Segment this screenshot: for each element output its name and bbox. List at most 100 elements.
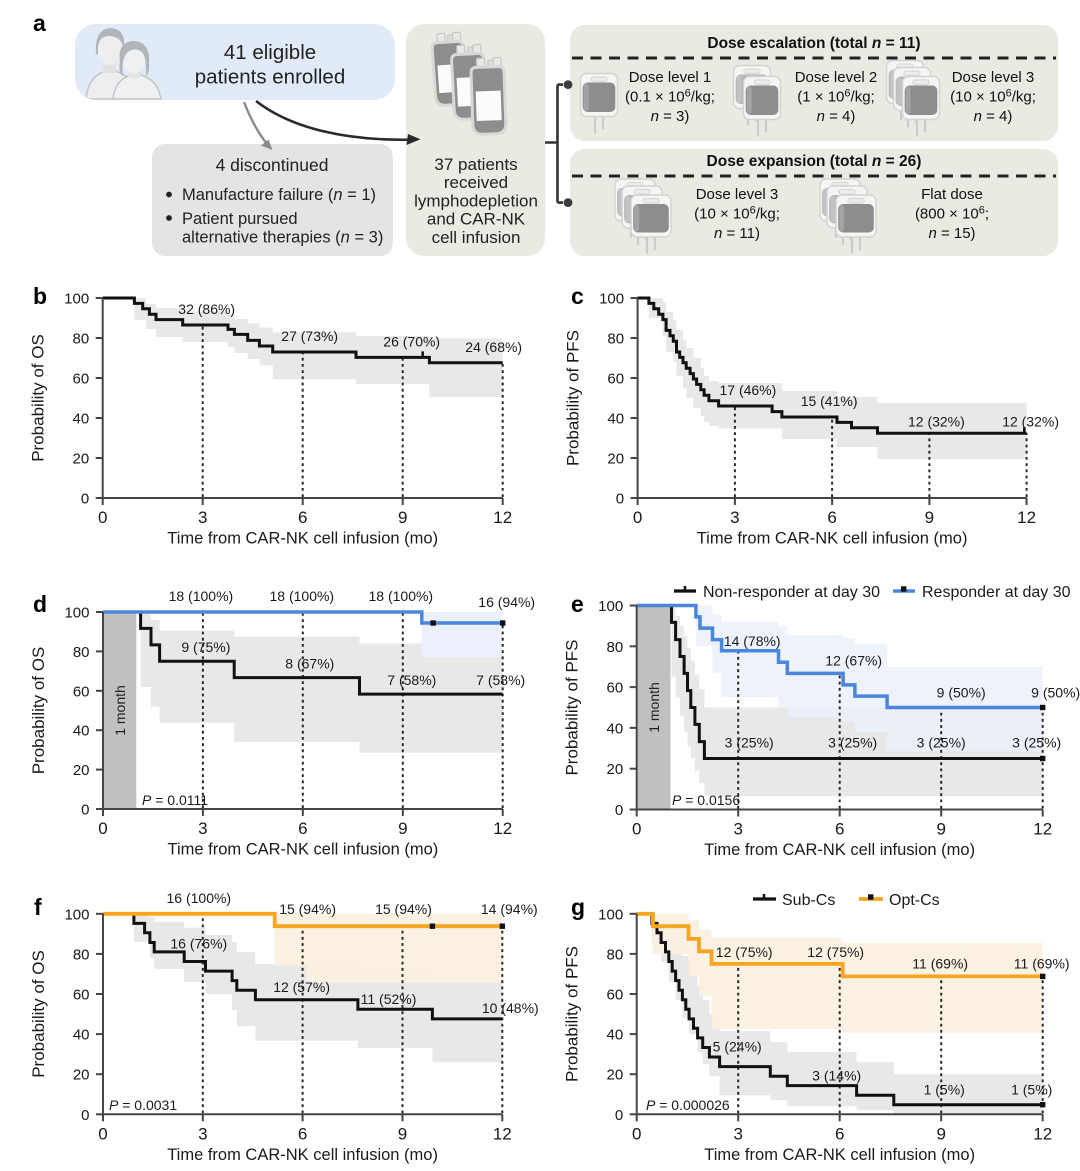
svg-text:60: 60 <box>73 371 90 388</box>
svg-text:11 (69%): 11 (69%) <box>912 955 968 971</box>
svg-text:4 discontinued: 4 discontinued <box>216 155 329 175</box>
svg-text:60: 60 <box>73 683 90 700</box>
svg-text:0: 0 <box>98 1124 107 1143</box>
svg-text:Flat dose: Flat dose <box>921 186 983 203</box>
svg-text:(1 × 106/kg;: (1 × 106/kg; <box>797 88 874 106</box>
svg-text:patients enrolled: patients enrolled <box>195 66 345 89</box>
svg-text:10 (48%): 10 (48%) <box>482 1000 539 1016</box>
svg-text:26 (70%): 26 (70%) <box>383 333 440 349</box>
svg-text:15 (94%): 15 (94%) <box>279 901 336 917</box>
svg-text:g: g <box>571 894 585 920</box>
svg-text:32 (86%): 32 (86%) <box>178 301 235 317</box>
svg-text:20: 20 <box>73 762 90 779</box>
svg-text:11 (52%): 11 (52%) <box>361 991 417 1007</box>
svg-text:15 (41%): 15 (41%) <box>801 393 858 409</box>
svg-text:12: 12 <box>1033 1124 1052 1143</box>
svg-text:12 (57%): 12 (57%) <box>273 979 330 995</box>
svg-text:6: 6 <box>298 508 307 527</box>
svg-text:15 (94%): 15 (94%) <box>375 901 432 917</box>
svg-text:16 (76%): 16 (76%) <box>170 936 227 952</box>
svg-text:Dose level 3: Dose level 3 <box>696 186 779 203</box>
svg-text:9: 9 <box>398 508 407 527</box>
svg-text:80: 80 <box>607 946 624 963</box>
svg-text:40: 40 <box>607 720 624 737</box>
svg-text:lymphodepletion: lymphodepletion <box>414 191 538 210</box>
svg-text:Dose level 2: Dose level 2 <box>795 69 878 86</box>
svg-text:3 (25%): 3 (25%) <box>828 735 877 751</box>
svg-text:40: 40 <box>73 411 90 428</box>
svg-text:Probability of OS: Probability of OS <box>29 950 48 1078</box>
svg-text:Time from CAR-NK cell infusion: Time from CAR-NK cell infusion (mo) <box>167 530 438 548</box>
svg-text:3: 3 <box>730 508 739 527</box>
svg-text:80: 80 <box>73 644 90 661</box>
svg-text:7 (58%): 7 (58%) <box>387 672 436 688</box>
svg-text:5 (24%): 5 (24%) <box>713 1039 762 1055</box>
svg-text:3: 3 <box>198 508 207 527</box>
svg-text:n = 4): n = 4) <box>817 108 856 125</box>
svg-text:Manufacture failure (n = 1): Manufacture failure (n = 1) <box>182 186 376 204</box>
svg-text:3: 3 <box>198 819 207 838</box>
svg-text:0: 0 <box>632 820 641 839</box>
svg-text:Probability of PFS: Probability of PFS <box>563 946 582 1082</box>
svg-text:80: 80 <box>73 946 90 963</box>
svg-text:16 (100%): 16 (100%) <box>167 890 232 906</box>
svg-text:100: 100 <box>64 605 89 622</box>
svg-text:20: 20 <box>607 451 624 468</box>
svg-text:12 (67%): 12 (67%) <box>825 652 882 668</box>
svg-text:3: 3 <box>733 1124 742 1143</box>
svg-text:17 (46%): 17 (46%) <box>719 382 776 398</box>
svg-text:Probability of PFS: Probability of PFS <box>563 639 582 775</box>
svg-text:0: 0 <box>615 1107 623 1124</box>
svg-text:20: 20 <box>607 1067 624 1084</box>
svg-text:1 month: 1 month <box>646 682 662 733</box>
svg-text:18 (100%): 18 (100%) <box>369 588 434 604</box>
svg-text:n = 11): n = 11) <box>714 225 760 242</box>
svg-text:(10 × 106/kg;: (10 × 106/kg; <box>950 88 1036 106</box>
svg-text:3: 3 <box>198 1124 207 1143</box>
svg-text:20: 20 <box>73 451 90 468</box>
svg-text:100: 100 <box>64 291 89 308</box>
svg-text:3 (25%): 3 (25%) <box>725 735 774 751</box>
svg-text:6: 6 <box>835 1124 844 1143</box>
svg-text:100: 100 <box>64 906 89 923</box>
svg-text:80: 80 <box>73 331 90 348</box>
svg-text:40: 40 <box>73 723 90 740</box>
svg-text:(0.1 × 106/kg;: (0.1 × 106/kg; <box>625 88 715 106</box>
svg-text:6: 6 <box>827 508 836 527</box>
svg-text:6: 6 <box>298 819 307 838</box>
svg-text:Time from CAR-NK cell infusion: Time from CAR-NK cell infusion (mo) <box>704 1146 975 1164</box>
svg-text:3 (25%): 3 (25%) <box>917 735 966 751</box>
svg-text:alternative therapies (n = 3): alternative therapies (n = 3) <box>182 229 383 247</box>
svg-text:40: 40 <box>73 1027 90 1044</box>
svg-text:18 (100%): 18 (100%) <box>169 588 234 604</box>
svg-text:cell infusion: cell infusion <box>432 228 521 247</box>
svg-text:0: 0 <box>632 1124 641 1143</box>
svg-text:3 (25%): 3 (25%) <box>1012 735 1061 751</box>
svg-text:60: 60 <box>607 680 624 697</box>
svg-text:c: c <box>571 283 584 309</box>
svg-text:60: 60 <box>73 987 90 1004</box>
svg-text:0: 0 <box>615 802 623 819</box>
svg-text:0: 0 <box>81 1107 89 1124</box>
svg-text:37 patients: 37 patients <box>434 155 517 174</box>
svg-text:24 (68%): 24 (68%) <box>465 339 522 355</box>
svg-text:Probability of OS: Probability of OS <box>29 334 48 462</box>
svg-text:b: b <box>33 283 47 309</box>
svg-text:n = 3): n = 3) <box>651 108 690 125</box>
svg-text:12 (75%): 12 (75%) <box>716 944 773 960</box>
svg-text:12: 12 <box>1017 508 1036 527</box>
svg-text:P = 0.0156: P = 0.0156 <box>672 792 740 808</box>
svg-text:7 (58%): 7 (58%) <box>476 672 525 688</box>
svg-text:Probability of OS: Probability of OS <box>29 647 48 775</box>
svg-text:0: 0 <box>81 491 89 508</box>
svg-text:14 (94%): 14 (94%) <box>481 901 538 917</box>
svg-text:0: 0 <box>81 802 89 819</box>
svg-text:(800 × 106;: (800 × 106; <box>915 205 989 223</box>
svg-text:12 (75%): 12 (75%) <box>807 944 864 960</box>
svg-text:12: 12 <box>493 508 512 527</box>
svg-text:1 (5%): 1 (5%) <box>1011 1082 1052 1098</box>
svg-text:100: 100 <box>598 598 623 615</box>
svg-text:60: 60 <box>607 987 624 1004</box>
svg-text:12 (32%): 12 (32%) <box>1002 414 1059 430</box>
svg-text:Opt-Cs: Opt-Cs <box>889 892 940 909</box>
